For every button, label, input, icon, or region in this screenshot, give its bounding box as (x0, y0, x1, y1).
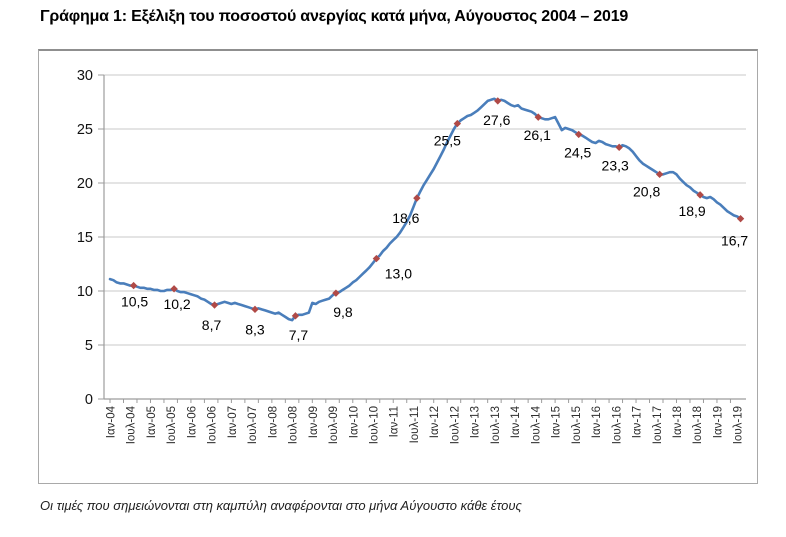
svg-text:23,3: 23,3 (602, 157, 629, 173)
svg-text:Ιαν-19: Ιαν-19 (712, 406, 724, 438)
svg-text:Ιουλ-10: Ιουλ-10 (369, 406, 381, 444)
svg-text:Ιουλ-17: Ιουλ-17 (652, 406, 664, 444)
svg-text:15: 15 (77, 230, 93, 246)
gridlines (104, 74, 746, 346)
marker-diamond-icon (291, 312, 300, 320)
marker-diamond-icon (696, 191, 704, 199)
svg-text:Ιαν-05: Ιαν-05 (146, 406, 158, 438)
svg-text:20,8: 20,8 (633, 183, 660, 199)
august-markers (129, 97, 745, 320)
svg-text:Ιουλ-18: Ιουλ-18 (692, 406, 704, 444)
marker-diamond-icon (736, 214, 745, 223)
svg-text:Ιουλ-15: Ιουλ-15 (571, 406, 583, 444)
marker-diamond-icon (575, 130, 583, 139)
svg-text:Ιαν-11: Ιαν-11 (389, 406, 401, 437)
svg-text:Ιαν-04: Ιαν-04 (106, 405, 118, 438)
page-title: Γράφημα 1: Εξέλιξη του ποσοστού ανεργίας… (40, 8, 629, 25)
svg-text:20: 20 (77, 176, 93, 192)
svg-text:8,3: 8,3 (245, 321, 265, 337)
svg-text:18,9: 18,9 (678, 203, 705, 219)
svg-text:Ιαν-18: Ιαν-18 (672, 406, 684, 438)
svg-text:9,8: 9,8 (333, 304, 353, 320)
svg-text:Ιαν-12: Ιαν-12 (429, 406, 441, 438)
svg-text:13,0: 13,0 (385, 266, 412, 282)
svg-text:10,2: 10,2 (163, 296, 190, 312)
svg-text:Ιουλ-08: Ιουλ-08 (288, 406, 300, 444)
svg-text:25,5: 25,5 (434, 133, 461, 149)
data-labels: 10,5 10,2 8,7 8,3 7,7 9,8 13,0 18,6 25,5 27,6 26,1… (121, 112, 748, 343)
svg-text:27,6: 27,6 (483, 112, 510, 128)
svg-text:Ιαν-10: Ιαν-10 (348, 406, 360, 438)
series-line (108, 97, 742, 322)
x-axis-labels: Ιαν-04 Ιουλ-04 Ιαν-05 Ιουλ-05 Ιαν-06 Ιουλ-06 Ι… (106, 405, 745, 444)
svg-text:18,6: 18,6 (392, 210, 419, 226)
svg-text:16,7: 16,7 (721, 233, 748, 249)
y-axis-labels: 0 5 10 15 20 25 30 (77, 68, 93, 408)
svg-text:25: 25 (77, 122, 93, 138)
axes (98, 74, 746, 403)
svg-text:Ιαν-07: Ιαν-07 (227, 406, 239, 438)
svg-text:Ιουλ-04: Ιουλ-04 (126, 405, 138, 444)
svg-text:Ιουλ-16: Ιουλ-16 (611, 406, 623, 444)
svg-text:Ιουλ-07: Ιουλ-07 (247, 406, 259, 444)
svg-text:30: 30 (77, 68, 93, 84)
marker-diamond-icon (413, 194, 421, 202)
marker-diamond-icon (372, 254, 381, 263)
svg-text:Ιαν-15: Ιαν-15 (551, 406, 563, 438)
svg-text:10: 10 (77, 284, 93, 300)
footnote-text: Οι τιμές που σημειώνονται στη καμπύλη αν… (40, 498, 522, 513)
svg-text:5: 5 (85, 338, 93, 354)
marker-diamond-icon (655, 170, 664, 179)
svg-text:Ιουλ-14: Ιουλ-14 (530, 405, 542, 444)
svg-text:Ιουλ-19: Ιουλ-19 (733, 406, 745, 444)
svg-text:0: 0 (85, 392, 93, 408)
svg-text:Ιουλ-11: Ιουλ-11 (409, 406, 421, 443)
svg-text:Ιαν-14: Ιαν-14 (510, 405, 522, 438)
marker-diamond-icon (494, 97, 502, 105)
svg-text:Ιαν-09: Ιαν-09 (308, 406, 320, 438)
marker-diamond-icon (615, 143, 623, 152)
svg-text:10,5: 10,5 (121, 294, 148, 310)
marker-diamond-icon (129, 281, 138, 290)
svg-text:Ιουλ-05: Ιουλ-05 (166, 406, 178, 444)
marker-diamond-icon (210, 301, 219, 309)
svg-text:Ιουλ-09: Ιουλ-09 (328, 406, 340, 444)
svg-text:7,7: 7,7 (289, 327, 309, 343)
svg-text:Ιαν-13: Ιαν-13 (470, 406, 482, 438)
svg-text:8,7: 8,7 (202, 317, 222, 333)
svg-text:Ιαν-16: Ιαν-16 (591, 406, 603, 438)
marker-diamond-icon (251, 305, 259, 314)
svg-text:26,1: 26,1 (524, 127, 551, 143)
svg-text:Ιαν-08: Ιαν-08 (267, 406, 279, 438)
svg-text:Ιαν-06: Ιαν-06 (186, 406, 198, 438)
svg-text:Ιουλ-06: Ιουλ-06 (207, 406, 219, 444)
chart-frame: 0 5 10 15 20 25 30 Ιαν-04 Ιουλ-04 Ιαν-05 Ιουλ-05 Ια… (38, 49, 758, 484)
svg-text:Ιουλ-13: Ιουλ-13 (490, 406, 502, 444)
svg-text:Ιαν-17: Ιαν-17 (632, 406, 644, 438)
svg-text:24,5: 24,5 (564, 144, 591, 160)
svg-text:Ιουλ-12: Ιουλ-12 (449, 406, 461, 444)
marker-diamond-icon (453, 119, 462, 128)
marker-diamond-icon (534, 113, 542, 121)
